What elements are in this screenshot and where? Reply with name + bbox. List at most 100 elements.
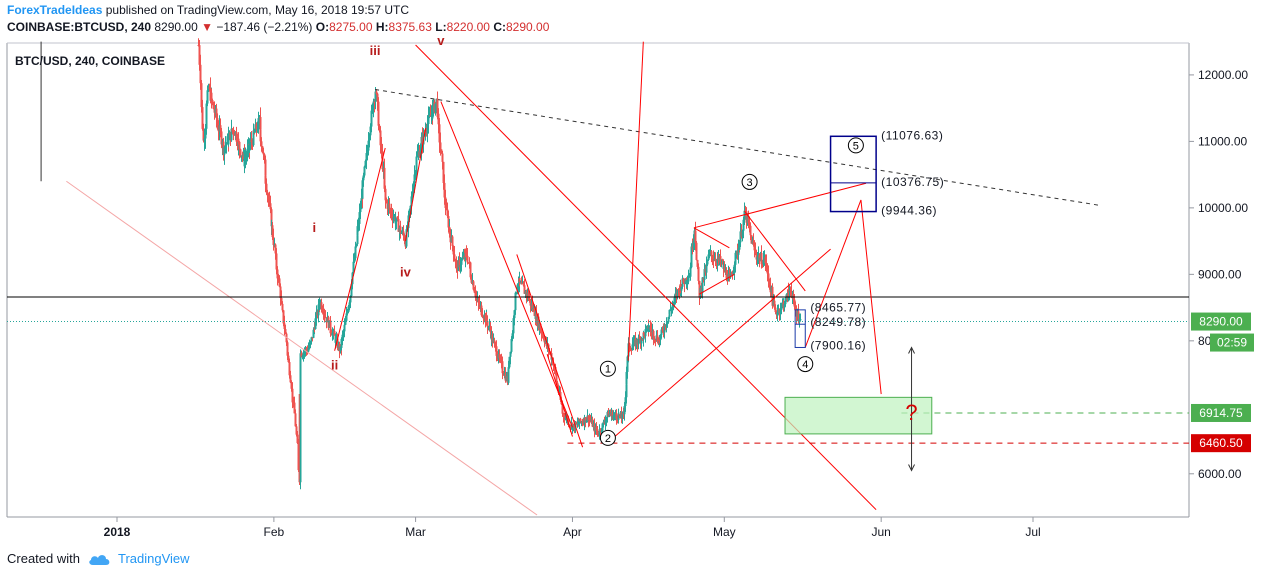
wave-roman-label: v — [437, 33, 445, 48]
candle-body — [527, 292, 530, 299]
candle-body — [427, 115, 430, 124]
candle-body — [494, 342, 497, 347]
candle-body — [271, 225, 274, 238]
candle-body — [379, 130, 382, 146]
candle-body — [562, 413, 565, 417]
price-tag-countdown[interactable] — [1210, 333, 1254, 352]
candle-body — [673, 297, 676, 303]
candle-body — [725, 270, 728, 279]
wave-line[interactable] — [334, 147, 386, 351]
price-annotation: (8249.78) — [810, 315, 866, 329]
projection-line[interactable] — [860, 199, 882, 395]
y-tick-label: 9000.00 — [1198, 267, 1242, 281]
candle-body — [230, 128, 233, 141]
wave-line[interactable] — [744, 210, 806, 292]
decline-channel[interactable] — [516, 254, 584, 448]
target-zone[interactable] — [784, 396, 933, 435]
wave-line[interactable] — [693, 227, 730, 249]
candle-body — [199, 64, 202, 84]
candle-body — [373, 101, 376, 103]
price-tag-target[interactable] — [1191, 403, 1251, 422]
elliott-wave-drawings[interactable] — [7, 41, 1189, 516]
decline-channel[interactable] — [415, 44, 877, 511]
candle-body — [540, 330, 543, 335]
candle-body — [288, 362, 291, 376]
candle-body — [203, 138, 206, 141]
candle-body — [355, 244, 358, 247]
candle-body — [348, 302, 351, 307]
rising-channel[interactable] — [693, 182, 867, 229]
candle-body — [321, 309, 324, 312]
price-annotation: (10376.75) — [881, 175, 944, 189]
candle-body — [623, 406, 626, 415]
candle-body — [596, 430, 599, 433]
price-axis[interactable]: 12000.0011000.0010000.009000.008000.0060… — [1189, 68, 1254, 481]
candle-body — [451, 236, 454, 246]
candle-body — [789, 290, 792, 292]
candle-body — [531, 303, 534, 310]
candle-body — [308, 344, 311, 349]
candle-body — [360, 198, 363, 210]
wave-number-label: 2 — [605, 433, 611, 445]
candle-body — [690, 246, 693, 263]
wave-line[interactable] — [698, 273, 735, 295]
author-link[interactable]: ForexTradeIdeas — [7, 3, 103, 17]
candle-body — [413, 174, 416, 184]
candle-body — [291, 388, 294, 391]
x-tick-label: Jul — [1025, 525, 1040, 539]
candle-body — [732, 271, 735, 275]
candle-body — [529, 299, 532, 306]
candle-body — [585, 420, 588, 423]
candle-body — [621, 413, 624, 419]
candle-body — [681, 278, 684, 287]
candle-body — [706, 259, 709, 262]
price-tag-support[interactable] — [1191, 434, 1251, 453]
candle-body — [314, 318, 317, 329]
wave4-target-box[interactable] — [794, 309, 806, 348]
candle-body — [283, 323, 286, 330]
candle-body — [599, 429, 602, 432]
candle-body — [307, 348, 310, 350]
candle-body — [719, 256, 722, 263]
candle-body — [317, 304, 320, 316]
candle-body — [654, 339, 657, 341]
resistance-trendline[interactable] — [375, 89, 1099, 206]
candle-body — [336, 338, 339, 349]
candle-body — [202, 128, 205, 141]
candle-body — [741, 230, 744, 237]
wave-number-circle — [847, 137, 864, 154]
candle-body — [452, 245, 455, 255]
decline-channel[interactable] — [440, 101, 573, 428]
symbol-label: COINBASE:BTCUSD, 240 — [7, 20, 152, 34]
projection-line[interactable] — [804, 199, 862, 348]
candle-body — [211, 100, 214, 103]
wave-number-circle — [599, 429, 616, 446]
candle-body — [739, 231, 742, 243]
candle-body — [561, 404, 564, 411]
candle-body — [377, 123, 380, 126]
long-support-trendline[interactable] — [66, 180, 538, 516]
wave5-target-box[interactable] — [829, 135, 877, 213]
decline-channel[interactable] — [546, 353, 573, 437]
candle-body — [286, 342, 289, 351]
candle-body — [318, 304, 321, 306]
candle-body — [537, 316, 540, 329]
wave-number-label: 5 — [853, 140, 859, 152]
tradingview-logo[interactable]: TradingView — [88, 551, 190, 566]
candle-body — [716, 258, 719, 263]
candle-body — [252, 130, 255, 146]
candle-body — [508, 356, 511, 368]
candle-body — [358, 212, 361, 224]
candle-body — [748, 223, 751, 226]
candle-body — [644, 329, 647, 337]
time-axis[interactable]: 2018 Feb Mar Apr May Jun Jul — [104, 517, 1041, 539]
candle-body — [448, 227, 451, 234]
price-tag-last_price[interactable] — [1191, 312, 1251, 331]
candle-body — [480, 306, 483, 316]
wave-line[interactable] — [404, 128, 427, 242]
candle-body — [389, 209, 392, 211]
rising-channel[interactable] — [607, 248, 831, 443]
candle-body — [595, 426, 598, 431]
wave-1-line[interactable] — [627, 41, 644, 361]
